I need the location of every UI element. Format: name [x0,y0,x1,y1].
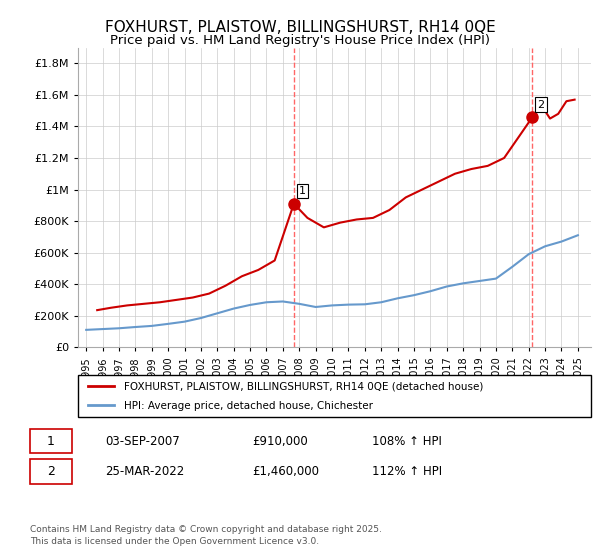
Text: 108% ↑ HPI: 108% ↑ HPI [372,435,442,447]
Text: FOXHURST, PLAISTOW, BILLINGSHURST, RH14 0QE: FOXHURST, PLAISTOW, BILLINGSHURST, RH14 … [104,20,496,35]
Text: 1: 1 [299,186,306,196]
Text: £910,000: £910,000 [252,435,308,447]
FancyBboxPatch shape [30,429,72,453]
Text: 1: 1 [47,435,55,447]
Text: Price paid vs. HM Land Registry's House Price Index (HPI): Price paid vs. HM Land Registry's House … [110,34,490,46]
FancyBboxPatch shape [78,375,591,417]
Text: £1,460,000: £1,460,000 [252,465,319,478]
Text: 2: 2 [47,465,55,478]
Text: FOXHURST, PLAISTOW, BILLINGSHURST, RH14 0QE (detached house): FOXHURST, PLAISTOW, BILLINGSHURST, RH14 … [124,381,484,391]
Text: 2: 2 [538,100,545,110]
Text: Contains HM Land Registry data © Crown copyright and database right 2025.
This d: Contains HM Land Registry data © Crown c… [30,525,382,546]
Text: HPI: Average price, detached house, Chichester: HPI: Average price, detached house, Chic… [124,402,373,411]
Text: 25-MAR-2022: 25-MAR-2022 [105,465,184,478]
Text: 112% ↑ HPI: 112% ↑ HPI [372,465,442,478]
Text: 03-SEP-2007: 03-SEP-2007 [105,435,180,447]
FancyBboxPatch shape [30,459,72,484]
